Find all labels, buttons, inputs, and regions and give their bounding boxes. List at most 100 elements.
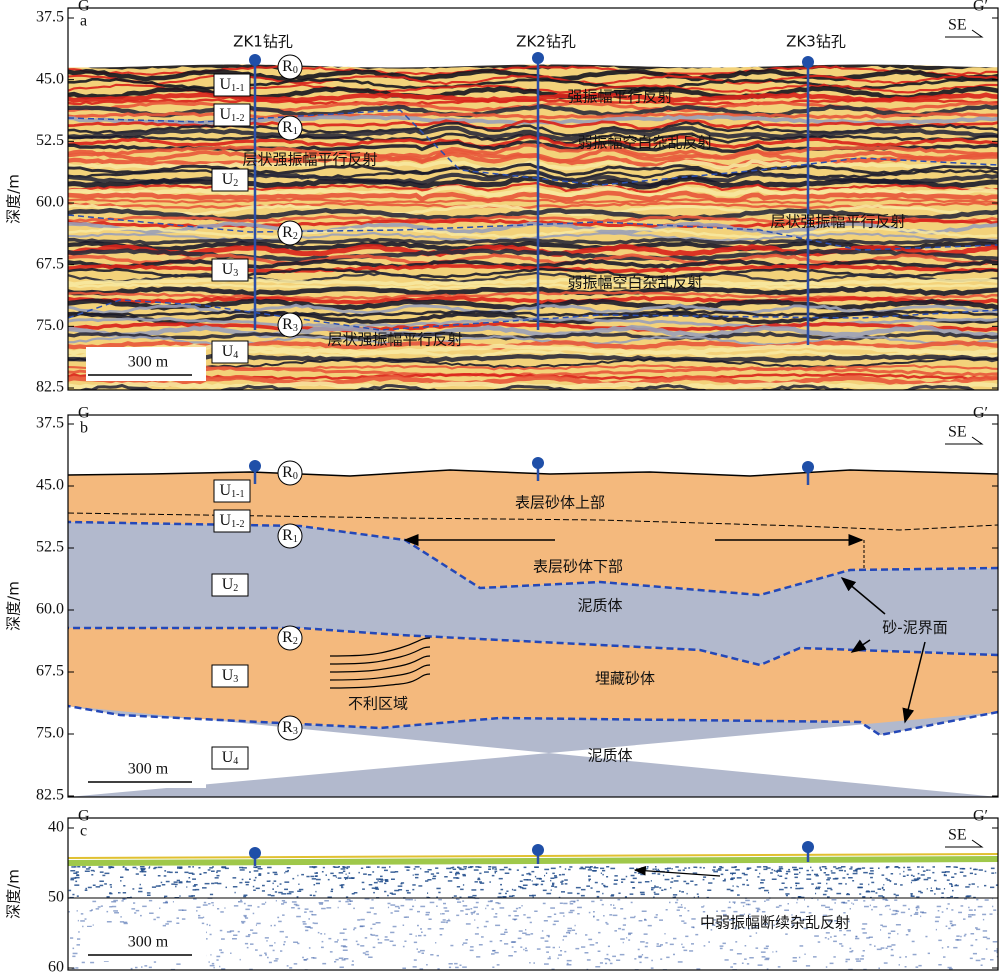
speckle: [740, 901, 746, 904]
speckle: [703, 905, 705, 907]
speckle: [693, 896, 695, 899]
speckle: [562, 873, 565, 876]
speckle: [279, 883, 282, 885]
speckle: [968, 906, 970, 909]
speckle: [920, 915, 922, 918]
speckle: [956, 935, 960, 937]
speckle: [484, 871, 489, 873]
speckle: [473, 906, 478, 909]
speckle: [900, 884, 903, 886]
speckle: [777, 869, 782, 872]
arrow: [840, 577, 886, 615]
speckle: [605, 962, 608, 965]
speckle: [852, 903, 855, 905]
speckle: [968, 909, 973, 911]
speckle: [465, 913, 468, 915]
speckle: [405, 898, 410, 901]
speckle: [862, 950, 865, 952]
speckle: [285, 936, 288, 938]
speckle: [173, 881, 178, 883]
speckle: [882, 898, 888, 901]
speckle: [257, 868, 263, 870]
speckle: [669, 901, 671, 904]
speckle: [120, 916, 122, 918]
left-end: G: [78, 808, 90, 825]
speckle: [74, 884, 80, 886]
speckle: [563, 902, 568, 905]
speckle: [130, 896, 132, 899]
speckle: [703, 867, 705, 869]
speckle: [342, 946, 348, 948]
speckle: [513, 910, 517, 912]
speckle: [683, 922, 687, 924]
speckle: [344, 958, 349, 960]
speckle: [408, 898, 413, 901]
speckle: [341, 886, 344, 889]
annotation: 表层砂体上部: [515, 494, 605, 512]
speckle: [900, 911, 906, 914]
label-sub: 1: [293, 534, 298, 545]
speckle: [427, 879, 432, 881]
reflection: [68, 190, 998, 204]
speckle: [208, 903, 211, 905]
speckle: [302, 923, 307, 925]
speckle: [613, 907, 616, 909]
speckle: [859, 883, 863, 885]
speckle: [435, 942, 437, 944]
speckle: [880, 929, 882, 931]
reflection: [68, 197, 998, 205]
speckle: [870, 876, 873, 879]
speckle: [217, 908, 220, 910]
unit-label-box: [213, 509, 251, 533]
speckle: [534, 875, 537, 878]
speckle: [211, 962, 215, 965]
speckle: [990, 886, 995, 889]
speckle: [562, 939, 564, 941]
speckle: [245, 883, 249, 886]
speckle: [435, 867, 439, 869]
speckle: [316, 872, 318, 874]
speckle: [526, 916, 531, 919]
speckle: [446, 867, 451, 870]
speckle: [550, 907, 555, 909]
speckle: [241, 922, 245, 924]
speckle: [262, 884, 265, 887]
reflector-label: R2: [282, 629, 298, 648]
speckle: [221, 866, 223, 869]
unit-label: U2: [222, 576, 239, 595]
speckle: [908, 930, 911, 933]
speckle: [739, 914, 744, 916]
speckle: [570, 900, 576, 903]
speckle: [785, 873, 788, 875]
speckle: [390, 871, 396, 873]
speckle: [745, 899, 750, 902]
speckle: [903, 870, 905, 873]
speckle: [147, 894, 151, 896]
speckle: [72, 947, 75, 950]
speckle: [438, 891, 441, 894]
speckle: [532, 896, 534, 898]
speckle: [629, 867, 635, 870]
speckle: [474, 919, 476, 921]
speckle: [199, 873, 202, 875]
speckle: [346, 867, 349, 870]
speckle: [454, 962, 458, 965]
speckle: [683, 880, 687, 883]
speckle: [761, 911, 766, 913]
speckle: [990, 959, 994, 961]
speckle: [842, 877, 846, 879]
speckle: [576, 892, 580, 895]
speckle: [208, 961, 210, 963]
reflector-label: R0: [282, 464, 298, 483]
speckle: [335, 876, 337, 878]
speckle: [174, 871, 178, 874]
speckle: [205, 938, 208, 940]
speckle: [966, 895, 972, 897]
speckle: [452, 866, 455, 869]
speckle: [340, 868, 346, 870]
speckle: [417, 951, 421, 953]
speckle: [735, 941, 738, 943]
y-tick-label: 67.5: [36, 663, 64, 680]
speckle: [833, 940, 837, 943]
speckle: [76, 944, 80, 946]
